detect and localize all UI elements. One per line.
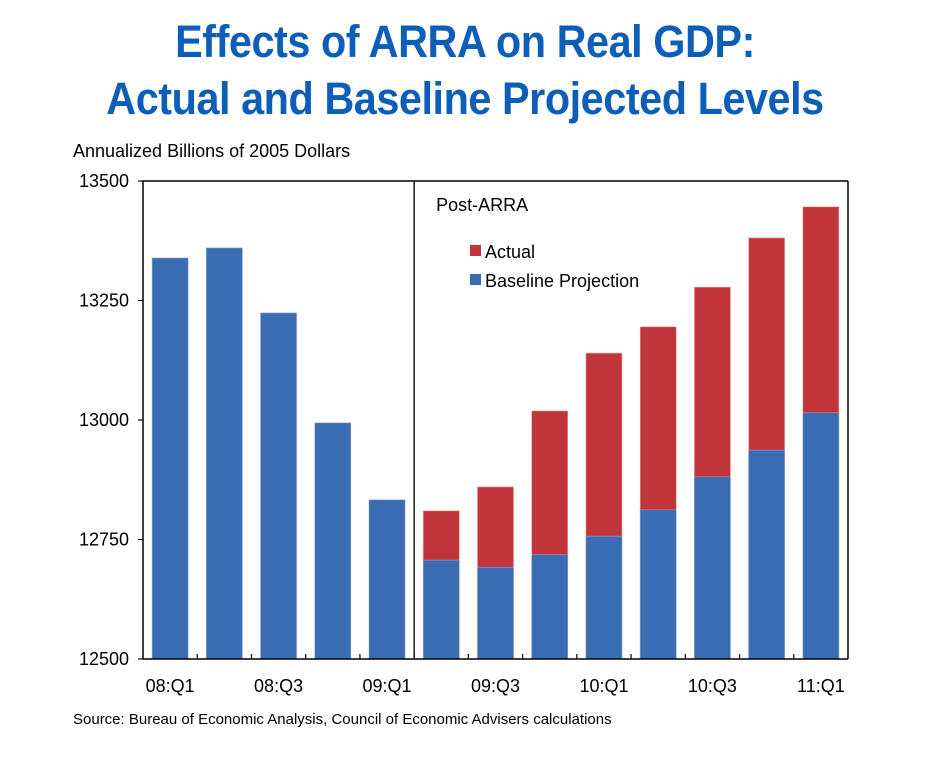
- y-tick-label: 13250: [79, 291, 129, 311]
- legend: Post-ARRA Actual Baseline Projection: [436, 195, 639, 291]
- bar-baseline-08-q1: [151, 257, 189, 660]
- legend-label-actual: Actual: [485, 242, 535, 262]
- chart-subtitle: Actual and Baseline Projected Levels: [106, 73, 824, 124]
- bar-baseline-09-q4: [531, 554, 569, 660]
- bar-baseline-09-q2: [422, 559, 460, 660]
- y-tick-label: 12750: [79, 530, 129, 550]
- bar-baseline-08-q3: [260, 312, 297, 660]
- y-tick-label: 13500: [79, 171, 129, 191]
- source-note: Source: Bureau of Economic Analysis, Cou…: [73, 711, 612, 728]
- bar-baseline-09-q1: [368, 499, 406, 660]
- chart-title: Effects of ARRA on Real GDP:: [175, 16, 755, 67]
- legend-label-baseline: Baseline Projection: [485, 271, 639, 291]
- bar-baseline-08-q2: [206, 247, 243, 660]
- axes-group: 12500 12750 13000 13250 13500 08:Q1 08:Q3 09:Q1…: [79, 171, 849, 696]
- bar-baseline-10-q1: [585, 535, 623, 660]
- bar-baseline-10-q4: [748, 449, 785, 660]
- y-tick-label: 12500: [79, 649, 129, 669]
- x-tick-label: 09:Q1: [363, 676, 412, 696]
- x-tick-label: 09:Q3: [471, 676, 520, 696]
- bar-baseline-10-q3: [694, 476, 731, 660]
- x-tick-label: 10:Q1: [579, 676, 628, 696]
- legend-swatch-actual: [470, 245, 481, 256]
- post-arra-annotation: Post-ARRA: [436, 195, 528, 215]
- bar-baseline-10-q2: [639, 509, 677, 660]
- x-tick-label: 08:Q3: [254, 676, 303, 696]
- bar-baseline-08-q4: [314, 422, 352, 660]
- legend-swatch-baseline: [470, 274, 481, 285]
- bar-baseline-09-q3: [477, 566, 514, 660]
- x-tick-label: 11:Q1: [797, 676, 845, 696]
- x-tick-label: 08:Q1: [146, 676, 195, 696]
- bars-group: [151, 206, 840, 660]
- bar-baseline-11-q1: [802, 412, 840, 660]
- y-axis-label: Annualized Billions of 2005 Dollars: [73, 141, 351, 161]
- y-tick-label: 13000: [79, 410, 129, 430]
- x-tick-label: 10:Q3: [688, 676, 737, 696]
